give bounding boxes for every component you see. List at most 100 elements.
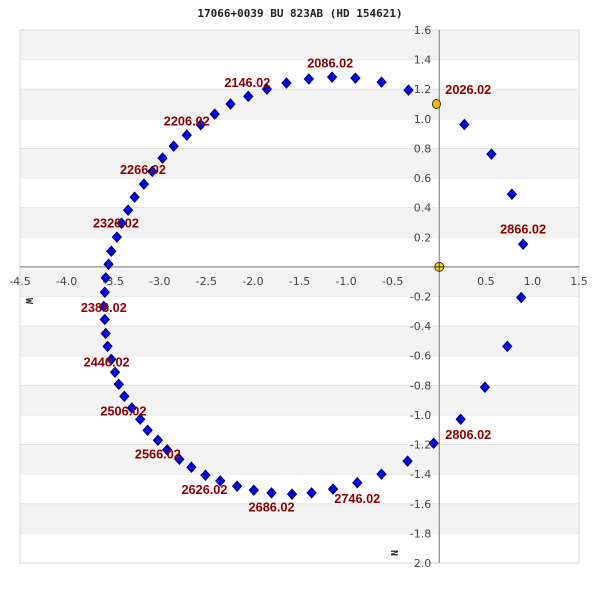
orbit-point [286,488,298,500]
chart-title: 17066+0039 BU 823AB (HD 154621) [197,7,402,20]
plot-frame [19,29,580,564]
epoch-label: 2146.02 [224,75,270,90]
orbit-point [403,84,414,96]
x-tick-label: -4.0 [56,275,77,288]
x-tick-label: -0.5 [382,275,403,288]
orbit-point [327,483,339,495]
epoch-label: 2686.02 [249,500,295,515]
x-tick-label: 1.0 [524,275,542,288]
west-label: W [23,298,34,305]
epoch-label: 2566.02 [135,446,181,461]
epoch-label: 2386.02 [81,300,127,315]
orbit-point [195,119,206,131]
orbit-point [428,437,439,449]
orbit-point [138,178,150,190]
orbit-point [306,487,317,499]
orbit-point [266,487,277,499]
orbit-point [109,366,121,379]
y-tick-label: -0.2 [410,291,431,304]
y-tick-label: -0.4 [410,320,431,333]
orbit-point [459,118,470,131]
x-tick-label: -2.0 [242,275,263,288]
orbit-point [113,378,124,391]
orbit-point [402,455,413,467]
orbit-point [376,468,387,480]
grid-band [20,89,579,119]
y-tick-label: -1.0 [410,409,431,422]
orbit-point [99,286,110,298]
orbit-point [248,484,260,496]
orbit-point [157,152,168,164]
orbit-point [152,434,164,447]
orbit-point [126,402,137,414]
epoch-label: 2806.02 [445,427,491,442]
orbit-point [147,165,158,178]
orbit-point [99,313,110,326]
orbit-points [98,71,529,500]
orbit-point [119,390,130,403]
grid-band [20,30,579,60]
y-tick-label: -1.2 [410,439,431,452]
epoch-annotations: 2026.02 2086.02 2146.02 2206.02 2266.02 2326.… [81,56,546,515]
epoch-label: 2746.02 [334,491,380,506]
y-tick-label: 0.8 [414,142,432,155]
orbit-point [174,453,185,465]
orbit-point [129,191,140,203]
orbit-point [281,77,292,89]
y-tick-label: 1.2 [414,83,432,96]
orbit-point [111,231,123,243]
orbit-point [106,245,117,257]
orbit-point [102,340,113,353]
epoch-label: 2506.02 [100,404,146,419]
x-tick-label: 1.5 [570,275,588,288]
orbit-point [200,469,211,481]
orbit-point [135,413,146,425]
orbit-point [225,98,236,110]
orbit-point [506,188,518,200]
epoch-label: 2026.02 [445,82,491,97]
orbit-point [122,204,134,216]
orbit-point [215,475,226,487]
y-tick-label: 2.0 [414,557,432,570]
epoch-label: 2326.02 [93,215,139,230]
x-tick-label: -1.0 [335,275,356,288]
y-tick-label: 1.0 [414,113,432,126]
orbit-point [376,76,387,88]
orbit-point [486,148,497,160]
orbit-point [326,71,338,83]
orbit-point [455,413,466,425]
epoch-label: 2266.02 [120,162,166,177]
y-tick-label: 0.4 [414,202,432,215]
orbit-point [162,444,173,456]
y-tick-label: 1.6 [414,24,432,37]
grid-band [20,148,579,179]
y-tick-label: -0.8 [410,379,431,392]
orbit-point [181,129,192,141]
grid-band [20,266,579,297]
x-tick-label: -3.0 [149,275,170,288]
orbit-point [516,291,527,304]
y-tick-label: 0.6 [414,172,432,185]
x-tick-label: -4.5 [9,275,30,288]
orbit-point [209,108,220,120]
orbit-point [100,272,111,284]
orbit-point [103,258,114,270]
y-tick-label: -1.4 [410,468,431,481]
orbit-point [479,381,491,394]
tick-labels: -4.5 -4.0 -3.5 -3.0 -2.5 -2.0 -1.5 -1.0 -0.5 0.5 1… [9,24,587,570]
orbit-point [98,300,110,313]
orbit-point [303,73,314,85]
y-tick-label: -0.6 [410,350,431,363]
orbit-point [243,90,254,103]
grid-band [20,444,579,475]
x-tick-label: 0.5 [477,275,495,288]
epoch-label: 2626.02 [181,482,227,497]
orbit-point [116,217,127,229]
north-label: N [388,550,399,556]
grid-band [20,207,579,238]
y-tick-label: -1.8 [410,527,431,540]
orbit-point [231,480,243,492]
epoch-label: 2446.02 [84,355,130,370]
grid-band [20,326,579,356]
